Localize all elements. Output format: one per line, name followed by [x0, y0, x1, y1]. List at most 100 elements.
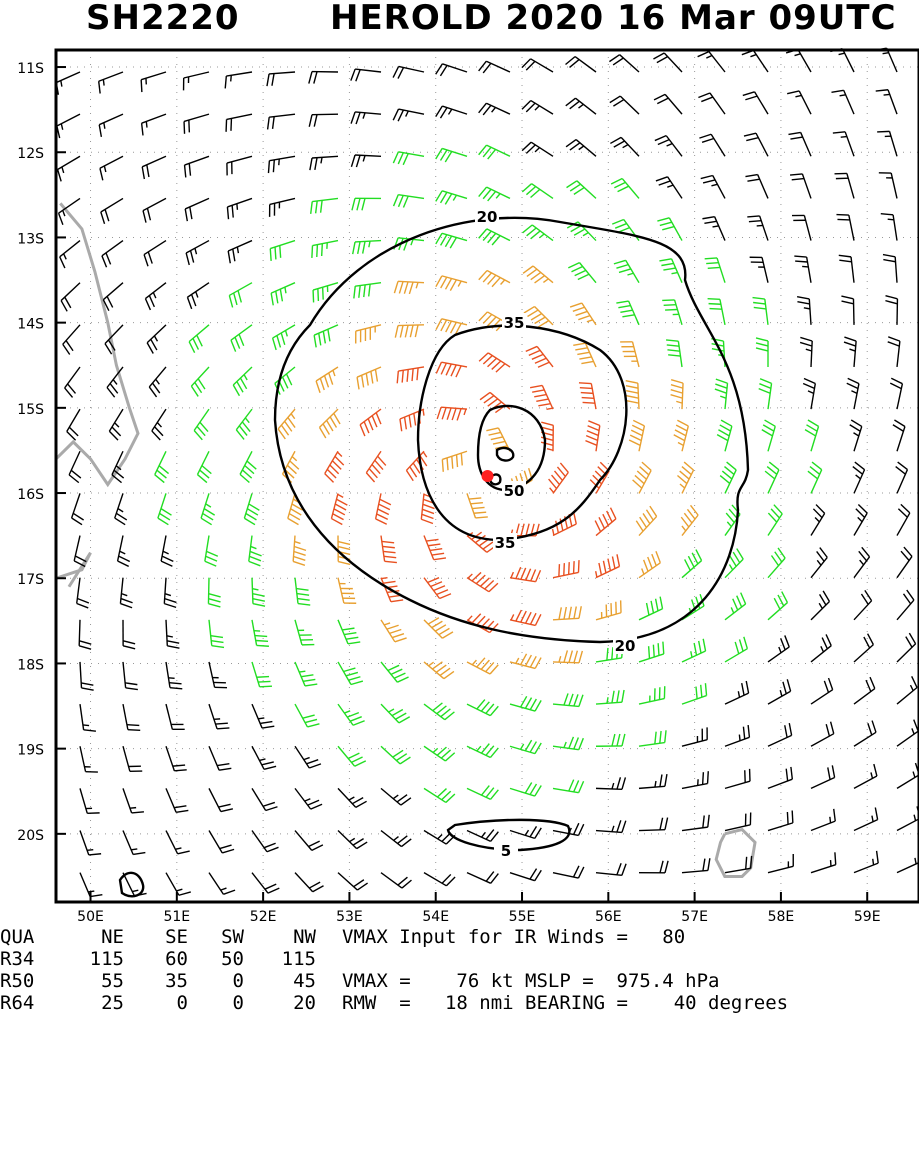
vmax-input-info: VMAX Input for IR Winds = 80 — [342, 926, 685, 948]
wind-barb — [142, 114, 166, 135]
wind-barb — [682, 639, 706, 662]
wind-barb — [654, 94, 682, 114]
wind-barb — [309, 114, 338, 127]
wind-barb — [80, 704, 96, 731]
wind-barb — [854, 547, 870, 577]
wind-barb — [205, 536, 218, 567]
wind-barb — [436, 64, 467, 76]
wind-barb — [811, 548, 827, 578]
wind-barb — [252, 704, 274, 728]
wind-barb — [794, 256, 811, 283]
wind-barb — [283, 451, 299, 482]
row-label: R64 — [0, 992, 34, 1014]
table-row: R50 55 35 0 45 VMAX = 76 kt MSLP = 975.4… — [0, 970, 46, 992]
wind-barb — [633, 462, 652, 493]
wind-barb — [847, 378, 859, 409]
contour-small — [120, 873, 143, 896]
lat-label: 14S — [17, 317, 44, 333]
wind-barb — [768, 679, 791, 704]
wind-barb — [639, 774, 667, 788]
wind-barb — [72, 493, 84, 524]
coastlines — [56, 203, 755, 876]
wind-barb — [147, 325, 166, 354]
wind-barb — [616, 301, 639, 325]
wind-barb — [295, 746, 321, 768]
col-label: QUA — [0, 926, 34, 948]
wind-barb — [479, 353, 510, 372]
wind-barb — [705, 258, 725, 283]
wind-barb — [897, 720, 918, 747]
wind-barb — [854, 677, 875, 704]
wind-barb — [639, 551, 660, 577]
wind-barb — [338, 873, 368, 890]
wind-barb — [674, 420, 689, 451]
cell-ne: 55 — [78, 970, 124, 992]
wind-barb — [659, 259, 682, 283]
wind-barb — [836, 215, 854, 241]
wind-barb — [725, 593, 746, 620]
wind-barb — [436, 362, 467, 377]
wind-barb — [897, 504, 910, 535]
lon-label: 59E — [854, 909, 881, 925]
wind-barb — [189, 325, 209, 353]
lat-label: 11S — [17, 61, 44, 77]
wind-barb — [354, 283, 381, 299]
wind-barb — [357, 367, 381, 389]
wind-barb — [479, 271, 510, 287]
wind-barb — [671, 380, 683, 409]
wind-barb — [888, 337, 900, 367]
wind-barb — [293, 536, 306, 566]
wind-barb — [376, 493, 391, 524]
wind-barb — [338, 662, 363, 685]
wind-barb — [65, 367, 80, 397]
wind-barb — [854, 721, 876, 747]
wind-barb — [725, 681, 749, 704]
wind-barb — [100, 156, 123, 180]
wind-barb — [185, 156, 209, 177]
wind-barb — [77, 578, 89, 608]
wind-barb — [295, 873, 324, 892]
wind-barb — [897, 590, 914, 620]
wind-barb — [715, 379, 728, 409]
wind-barb — [252, 620, 269, 646]
wind-barb — [467, 572, 498, 591]
wind-barb — [268, 156, 295, 173]
wind-barb — [811, 809, 835, 831]
wind-barb — [853, 462, 865, 493]
wind-barb — [166, 831, 190, 854]
wind-barb — [381, 620, 407, 642]
wind-barb — [768, 635, 789, 662]
wind-barb — [109, 409, 123, 440]
wind-barb — [424, 873, 455, 886]
wind-barb — [424, 788, 455, 802]
wind-barb — [164, 578, 176, 608]
row-label: R34 — [0, 948, 34, 970]
wind-barb — [63, 325, 80, 355]
wind-barb — [467, 493, 488, 518]
cell-nw: 20 — [262, 992, 316, 1014]
wind-barb — [720, 462, 736, 493]
wind-barb — [467, 658, 498, 674]
wind-barb — [229, 283, 252, 308]
wind-barb — [677, 462, 693, 493]
wind-barb — [393, 152, 424, 165]
wind-barb — [701, 176, 725, 199]
wind-barb — [611, 179, 639, 199]
wind-barb — [745, 175, 768, 199]
wind-barb — [567, 181, 596, 199]
lon-label: 56E — [595, 909, 622, 925]
wind-barb — [123, 662, 138, 690]
wind-barb — [394, 195, 424, 208]
wind-barb — [395, 325, 424, 338]
wind-barb — [393, 66, 424, 78]
wind-barb — [101, 198, 123, 223]
wind-barb — [227, 156, 252, 175]
wind-barb — [187, 283, 209, 309]
wind-barb — [579, 383, 596, 409]
wind-barb — [510, 654, 541, 669]
wind-barb — [762, 420, 775, 451]
wind-barb — [316, 367, 338, 393]
wind-barb — [553, 866, 584, 878]
wind-barb — [236, 409, 252, 439]
wind-barb — [833, 132, 854, 156]
